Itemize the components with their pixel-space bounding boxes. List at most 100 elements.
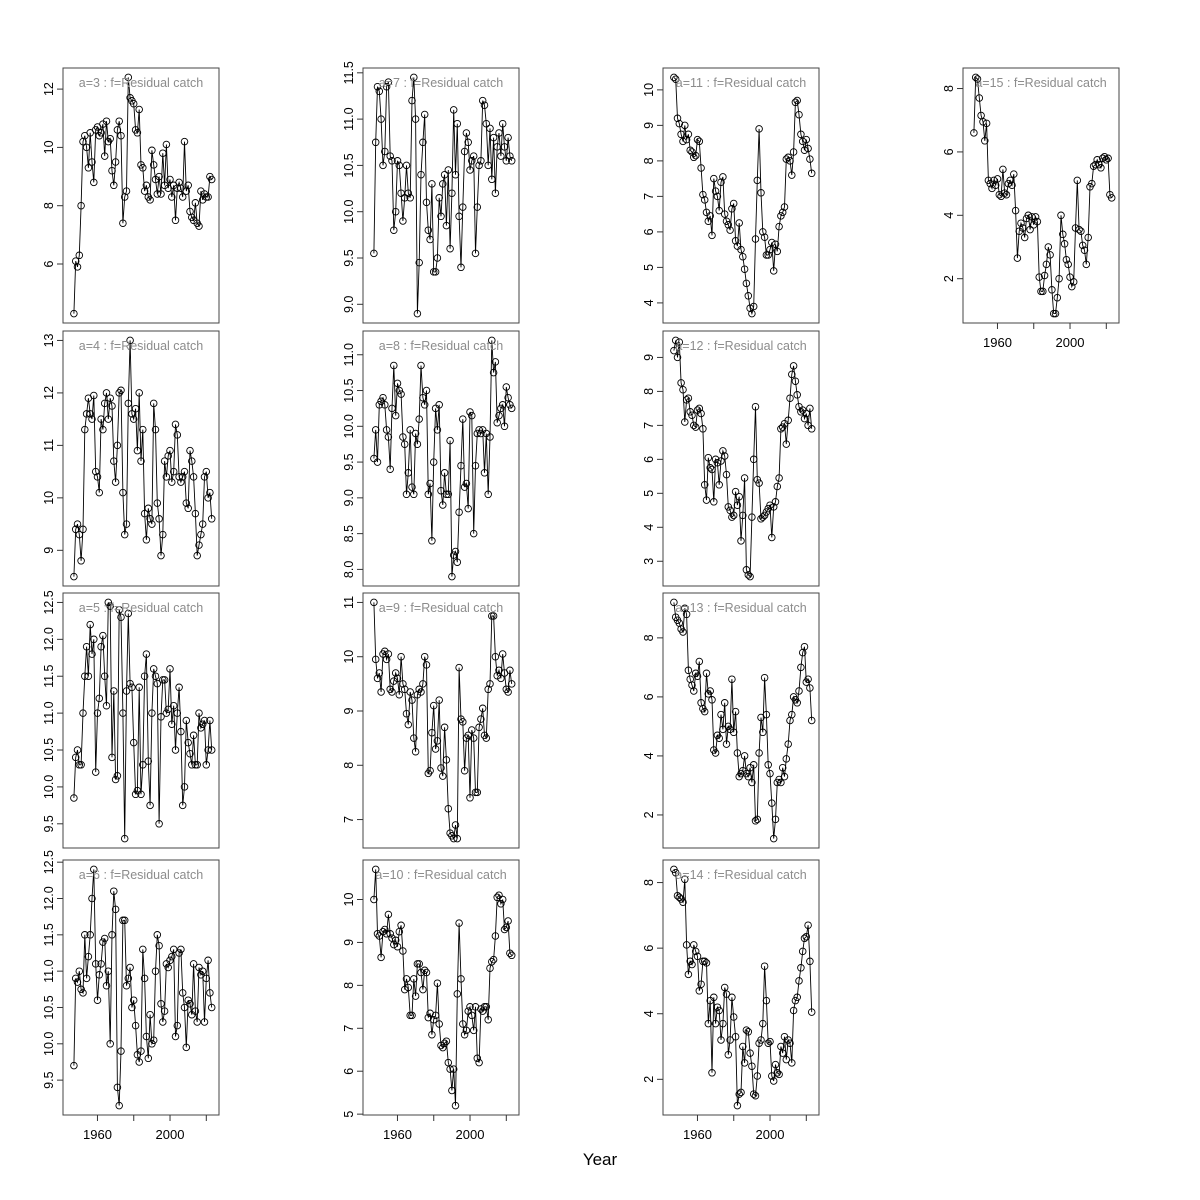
data-point xyxy=(97,642,105,651)
data-point xyxy=(486,433,494,441)
data-point xyxy=(431,745,440,753)
data-point xyxy=(435,1020,443,1028)
data-point xyxy=(1060,240,1069,248)
data-point xyxy=(206,716,214,725)
data-series xyxy=(970,73,1116,318)
data-point xyxy=(437,212,445,221)
data-point xyxy=(99,425,107,434)
data-point xyxy=(722,470,731,479)
data-point xyxy=(395,386,404,395)
data-point xyxy=(182,499,191,507)
data-point xyxy=(748,309,756,318)
data-point xyxy=(462,129,471,137)
data-point xyxy=(739,252,747,261)
data-point xyxy=(128,683,136,692)
panel-title: a=12 : f=Residual catch xyxy=(675,339,806,353)
data-point xyxy=(128,410,136,418)
data-point xyxy=(202,467,211,476)
data-point xyxy=(700,707,709,716)
data-point xyxy=(448,572,456,581)
y-tick-label: 12.0 xyxy=(42,627,56,651)
data-point xyxy=(480,469,489,477)
data-point xyxy=(710,174,718,183)
data-point xyxy=(497,152,505,160)
data-point xyxy=(175,473,183,481)
data-point xyxy=(717,457,725,465)
data-point xyxy=(759,728,767,737)
y-tick-label: 9.5 xyxy=(342,249,356,266)
data-point xyxy=(777,212,785,220)
y-tick-label: 9.5 xyxy=(342,453,356,470)
data-point xyxy=(1006,176,1014,185)
data-point xyxy=(182,1043,191,1052)
data-point xyxy=(797,663,805,672)
panel-title: a=9 : f=Residual catch xyxy=(379,601,503,615)
data-point xyxy=(422,661,431,669)
data-point xyxy=(702,959,711,967)
series-line xyxy=(373,340,513,577)
data-point xyxy=(84,164,93,172)
data-series xyxy=(670,598,816,843)
data-point xyxy=(686,146,694,154)
data-point xyxy=(751,817,760,825)
data-point xyxy=(400,985,409,994)
data-point xyxy=(191,199,200,207)
data-point xyxy=(451,1101,460,1110)
data-point xyxy=(471,249,480,258)
data-point xyxy=(169,701,178,710)
data-point xyxy=(377,115,385,123)
data-point xyxy=(507,404,516,413)
data-point xyxy=(160,676,169,684)
data-point xyxy=(195,541,203,549)
y-axis: 9 10 11 12 13 xyxy=(42,333,63,554)
data-series xyxy=(70,73,216,318)
data-point xyxy=(388,688,396,696)
data-point xyxy=(384,433,393,441)
data-point xyxy=(382,82,391,91)
data-point xyxy=(702,496,711,504)
data-point xyxy=(784,416,792,425)
data-point xyxy=(151,672,160,680)
data-point xyxy=(410,490,418,499)
data-point xyxy=(982,119,991,128)
data-point xyxy=(166,175,174,184)
y-tick-label: 5 xyxy=(342,1111,356,1118)
y-tick-label: 8 xyxy=(942,85,956,92)
data-point xyxy=(684,130,693,139)
data-point xyxy=(453,990,462,998)
y-tick-label: 11 xyxy=(42,439,56,452)
data-point xyxy=(399,680,407,688)
data-point xyxy=(1091,160,1100,169)
y-tick-label: 8 xyxy=(642,157,656,164)
data-point xyxy=(1037,287,1045,296)
y-tick-label: 2 xyxy=(942,275,956,282)
data-point xyxy=(160,457,169,465)
data-point xyxy=(404,469,413,477)
y-tick-label: 5 xyxy=(642,264,656,271)
data-point xyxy=(419,138,427,147)
data-point xyxy=(1057,211,1065,220)
data-point xyxy=(469,152,478,160)
data-point xyxy=(715,481,723,489)
data-point xyxy=(370,895,378,904)
data-point xyxy=(415,415,423,423)
data-point xyxy=(700,196,709,204)
data-point xyxy=(442,221,451,230)
data-point xyxy=(404,983,413,992)
y-tick-label: 11.0 xyxy=(42,959,56,982)
y-tick-label: 8.5 xyxy=(342,525,356,542)
panel-border xyxy=(362,592,520,849)
data-point xyxy=(486,680,494,688)
data-point xyxy=(431,1011,440,1020)
data-point xyxy=(82,642,91,651)
data-point xyxy=(115,117,123,125)
data-point xyxy=(428,1030,436,1039)
data-point xyxy=(104,415,113,423)
data-point xyxy=(207,175,216,184)
data-point xyxy=(155,820,163,828)
data-point xyxy=(90,865,98,874)
y-axis: 9.5 10.0 10.5 11.0 11.5 12.0 12.5 xyxy=(42,850,63,1089)
data-point xyxy=(99,631,107,640)
data-point xyxy=(388,404,396,413)
data-point xyxy=(729,199,738,208)
